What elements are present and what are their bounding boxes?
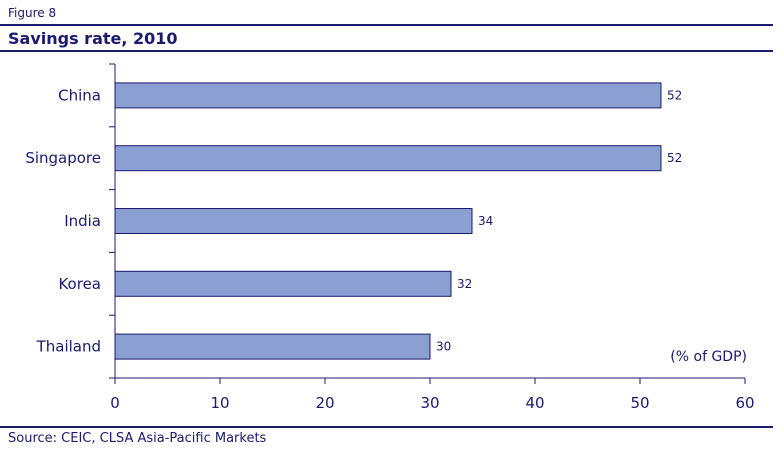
unit-label: (% of GDP) <box>670 349 747 365</box>
figure-label: Figure 8 <box>8 6 57 20</box>
chart-title: Savings rate, 2010 <box>8 29 178 48</box>
bar-china <box>114 82 662 109</box>
top-rule <box>0 24 773 26</box>
category-label: Singapore <box>25 149 101 167</box>
value-label: 52 <box>667 88 682 102</box>
x-tick-label: 30 <box>420 394 439 412</box>
value-label: 34 <box>478 214 493 228</box>
x-tick-label: 40 <box>525 394 544 412</box>
value-label: 32 <box>457 277 472 291</box>
x-tick-label: 0 <box>110 394 120 412</box>
axes-group: 0 10 20 30 40 50 60 China 52 Singapore 52 India 34 Ko… <box>25 63 755 412</box>
category-label: Thailand <box>36 338 101 356</box>
category-label: China <box>58 86 101 104</box>
bar-korea <box>114 270 452 297</box>
x-tick-label: 50 <box>630 394 649 412</box>
bar-thailand <box>114 333 431 360</box>
value-label: 30 <box>436 340 451 354</box>
title-rule <box>0 50 773 52</box>
bar-india <box>114 208 473 234</box>
category-label: Korea <box>58 275 101 293</box>
value-label: 52 <box>667 151 682 165</box>
bottom-rule <box>0 426 773 428</box>
bar-singapore <box>114 145 662 172</box>
x-tick-label: 20 <box>315 394 334 412</box>
x-tick-label: 10 <box>210 394 229 412</box>
bars-group <box>114 82 662 360</box>
category-label: India <box>64 212 101 230</box>
source-note: Source: CEIC, CLSA Asia-Pacific Markets <box>8 431 267 446</box>
x-tick-label: 60 <box>735 394 754 412</box>
